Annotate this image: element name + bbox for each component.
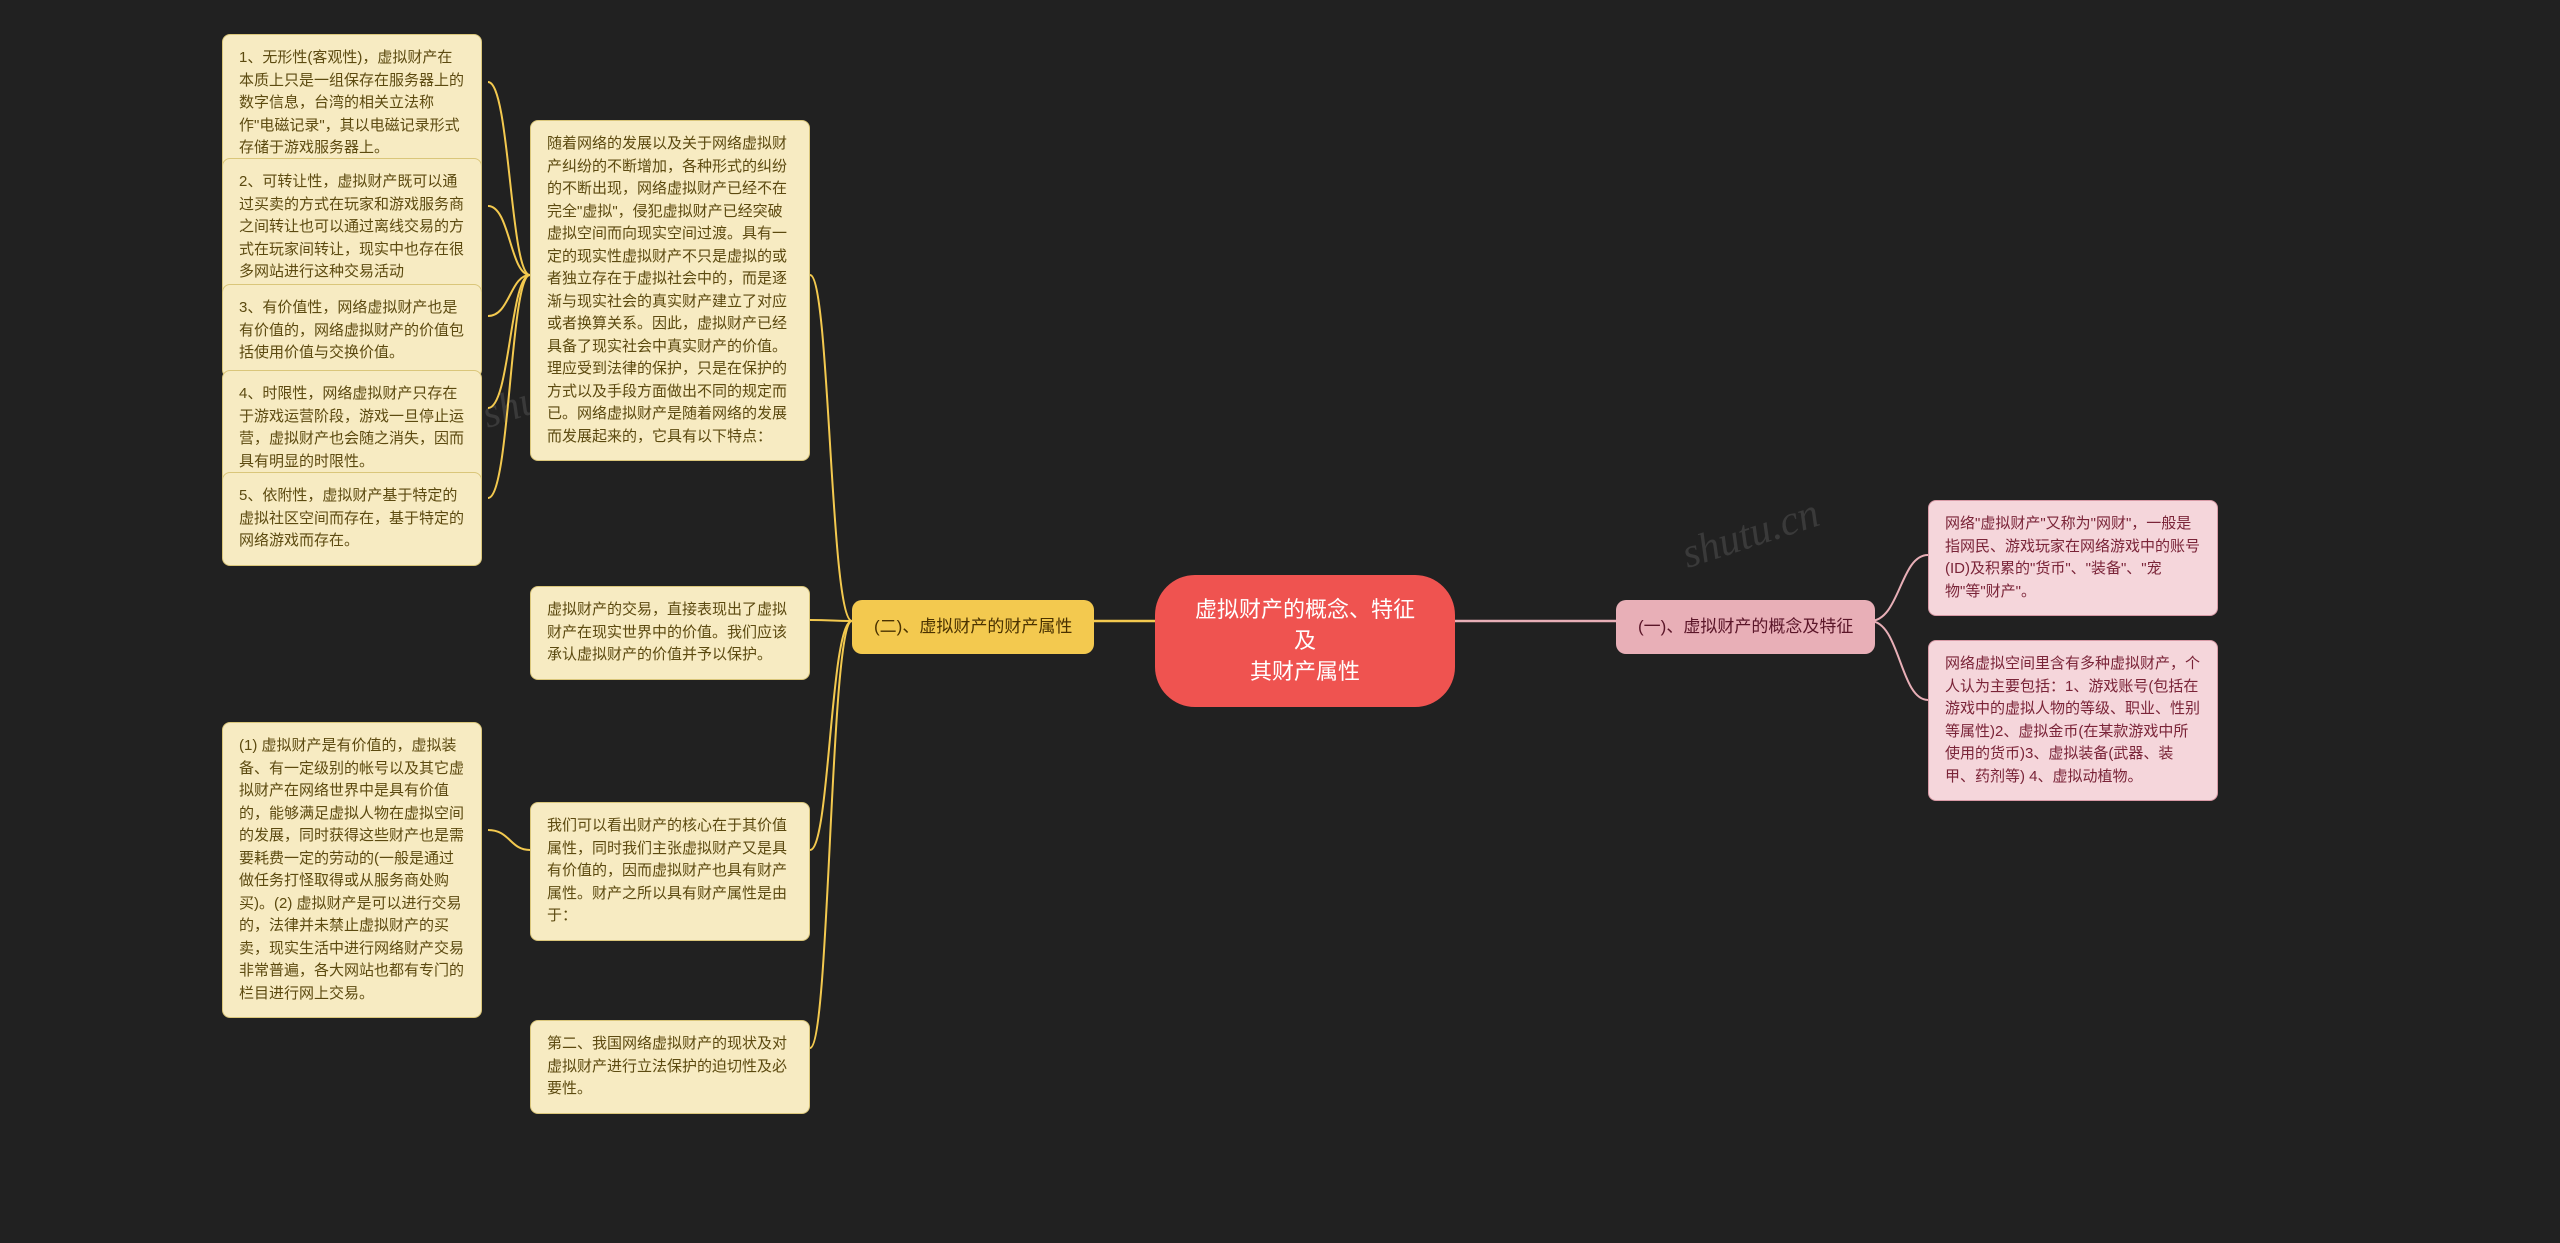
branch2-child-0-text: 随着网络的发展以及关于网络虚拟财产纠纷的不断增加，各种形式的纠纷的不断出现，网络… [547,135,787,445]
watermark-2: shutu.cn [1676,489,1825,578]
branch2-child-0-sub-2[interactable]: 3、有价值性，网络虚拟财产也是有价值的，网络虚拟财产的价值包括使用价值与交换价值… [222,284,482,378]
root-line2: 其财产属性 [1250,659,1360,684]
branch2-child-0-sub-3[interactable]: 4、时限性，网络虚拟财产只存在于游戏运营阶段，游戏一旦停止运营，虚拟财产也会随之… [222,370,482,486]
branch1-leaf-1[interactable]: 网络虚拟空间里含有多种虚拟财产，个人认为主要包括：1、游戏账号(包括在游戏中的虚… [1928,640,2218,801]
root-line1: 虚拟财产的概念、特征及 [1195,597,1415,653]
branch1-leaf-0[interactable]: 网络"虚拟财产"又称为"网财"，一般是指网民、游戏玩家在网络游戏中的账号(ID)… [1928,500,2218,616]
branch2-child-2[interactable]: 我们可以看出财产的核心在于其价值属性，同时我们主张虚拟财产又是具有价值的，因而虚… [530,802,810,941]
root-node[interactable]: 虚拟财产的概念、特征及 其财产属性 [1155,575,1455,707]
branch2-child-0-sub-4[interactable]: 5、依附性，虚拟财产基于特定的虚拟社区空间而存在，基于特定的网络游戏而存在。 [222,472,482,566]
branch2-child-2-sub-0-text: (1) 虚拟财产是有价值的，虚拟装备、有一定级别的帐号以及其它虚拟财产在网络世界… [239,737,464,1002]
branch2-child-2-text: 我们可以看出财产的核心在于其价值属性，同时我们主张虚拟财产又是具有价值的，因而虚… [547,817,787,924]
branch-2-label: (二)、虚拟财产的财产属性 [874,617,1072,636]
branch1-leaf-0-text: 网络"虚拟财产"又称为"网财"，一般是指网民、游戏玩家在网络游戏中的账号(ID)… [1945,515,2200,600]
branch2-child-0-sub-2-text: 3、有价值性，网络虚拟财产也是有价值的，网络虚拟财产的价值包括使用价值与交换价值… [239,299,464,361]
branch2-child-0-sub-1-text: 2、可转让性，虚拟财产既可以通过买卖的方式在玩家和游戏服务商之间转让也可以通过离… [239,173,464,280]
branch2-child-3[interactable]: 第二、我国网络虚拟财产的现状及对虚拟财产进行立法保护的迫切性及必要性。 [530,1020,810,1114]
branch1-leaf-1-text: 网络虚拟空间里含有多种虚拟财产，个人认为主要包括：1、游戏账号(包括在游戏中的虚… [1945,655,2200,785]
branch2-child-1[interactable]: 虚拟财产的交易，直接表现出了虚拟财产在现实世界中的价值。我们应该承认虚拟财产的价… [530,586,810,680]
branch-2[interactable]: (二)、虚拟财产的财产属性 [852,600,1094,654]
branch-1[interactable]: (一)、虚拟财产的概念及特征 [1616,600,1875,654]
branch2-child-0-sub-0-text: 1、无形性(客观性)，虚拟财产在本质上只是一组保存在服务器上的数字信息，台湾的相… [239,49,464,156]
branch2-child-2-sub-0[interactable]: (1) 虚拟财产是有价值的，虚拟装备、有一定级别的帐号以及其它虚拟财产在网络世界… [222,722,482,1018]
branch2-child-1-text: 虚拟财产的交易，直接表现出了虚拟财产在现实世界中的价值。我们应该承认虚拟财产的价… [547,601,787,663]
branch2-child-0-sub-3-text: 4、时限性，网络虚拟财产只存在于游戏运营阶段，游戏一旦停止运营，虚拟财产也会随之… [239,385,464,470]
branch2-child-0-sub-0[interactable]: 1、无形性(客观性)，虚拟财产在本质上只是一组保存在服务器上的数字信息，台湾的相… [222,34,482,173]
branch2-child-3-text: 第二、我国网络虚拟财产的现状及对虚拟财产进行立法保护的迫切性及必要性。 [547,1035,787,1097]
branch2-child-0[interactable]: 随着网络的发展以及关于网络虚拟财产纠纷的不断增加，各种形式的纠纷的不断出现，网络… [530,120,810,461]
branch2-child-0-sub-1[interactable]: 2、可转让性，虚拟财产既可以通过买卖的方式在玩家和游戏服务商之间转让也可以通过离… [222,158,482,297]
branch2-child-0-sub-4-text: 5、依附性，虚拟财产基于特定的虚拟社区空间而存在，基于特定的网络游戏而存在。 [239,487,464,549]
branch-1-label: (一)、虚拟财产的概念及特征 [1638,617,1853,636]
